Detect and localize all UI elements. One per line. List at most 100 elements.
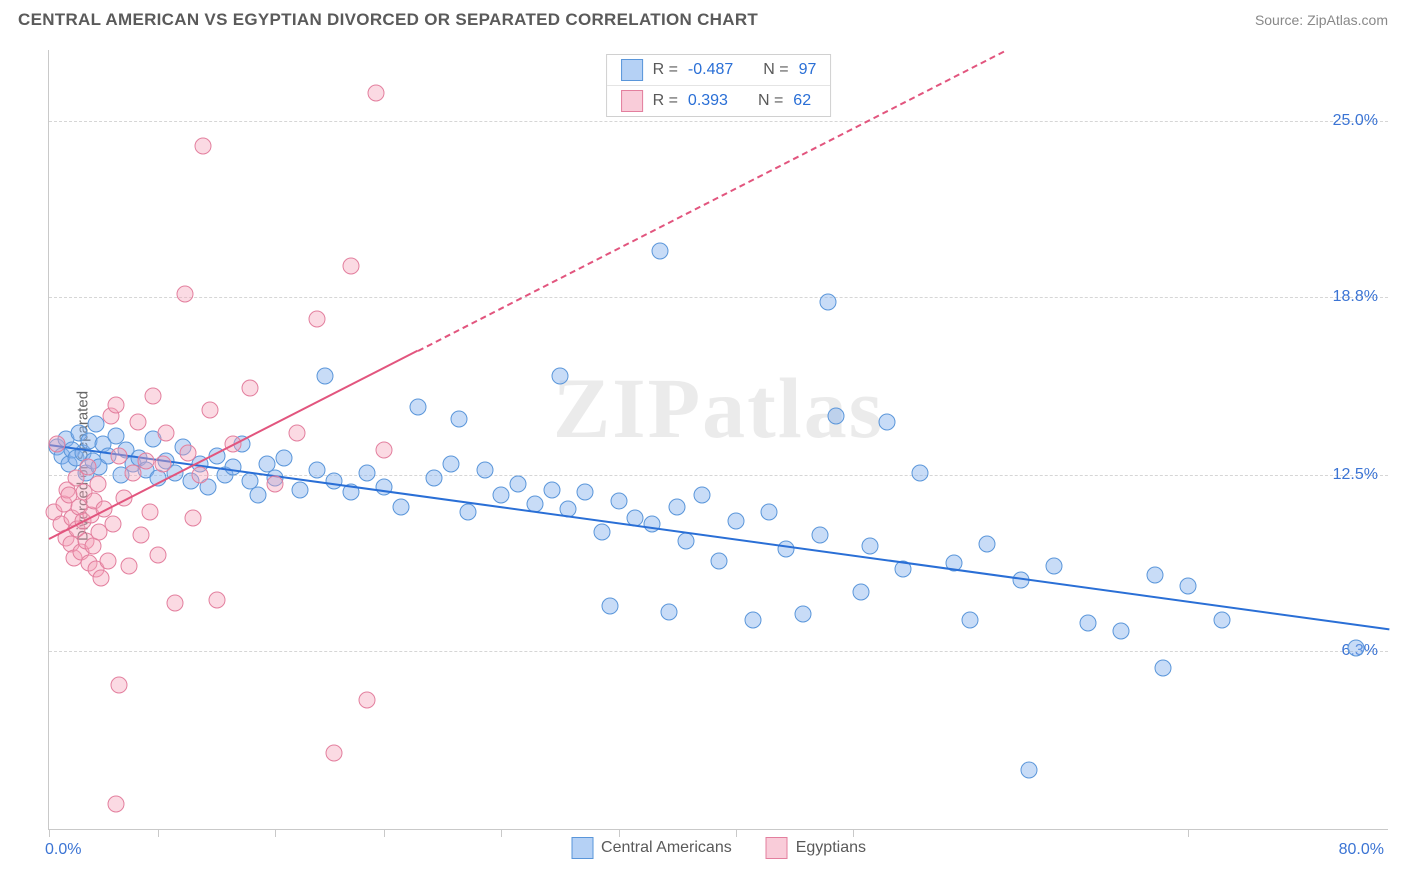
scatter-point [1154, 660, 1171, 677]
scatter-point [191, 467, 208, 484]
scatter-point [108, 396, 125, 413]
scatter-point [99, 552, 116, 569]
r-label: R = [653, 92, 678, 110]
scatter-point [111, 677, 128, 694]
trend-line [49, 444, 1389, 630]
scatter-point [138, 453, 155, 470]
chart-header: CENTRAL AMERICAN VS EGYPTIAN DIVORCED OR… [0, 0, 1406, 36]
y-tick-label: 12.5% [1333, 466, 1378, 484]
scatter-point [250, 487, 267, 504]
scatter-point [108, 796, 125, 813]
scatter-point [309, 461, 326, 478]
x-tick [384, 829, 385, 837]
scatter-point [912, 464, 929, 481]
scatter-point [144, 388, 161, 405]
scatter-point [551, 368, 568, 385]
scatter-point [510, 475, 527, 492]
legend-row-blue: R = -0.487 N = 97 [607, 55, 831, 86]
scatter-point [359, 464, 376, 481]
x-tick [1188, 829, 1189, 837]
plot-area: ZIPatlas R = -0.487 N = 97 R = 0.393 N =… [48, 50, 1388, 830]
scatter-point [208, 592, 225, 609]
scatter-point [593, 524, 610, 541]
scatter-point [677, 532, 694, 549]
scatter-point [577, 484, 594, 501]
scatter-point [853, 583, 870, 600]
scatter-point [180, 444, 197, 461]
scatter-point [275, 450, 292, 467]
scatter-point [979, 535, 996, 552]
scatter-point [443, 456, 460, 473]
scatter-point [49, 436, 66, 453]
n-label: N = [758, 92, 783, 110]
scatter-point [129, 413, 146, 430]
chart-container: Divorced or Separated ZIPatlas R = -0.48… [0, 40, 1406, 892]
legend-item-blue: Central Americans [571, 837, 732, 859]
scatter-point [158, 424, 175, 441]
scatter-point [376, 441, 393, 458]
n-value-blue: 97 [799, 61, 817, 79]
scatter-point [87, 416, 104, 433]
scatter-point [154, 456, 171, 473]
scatter-point [309, 311, 326, 328]
scatter-point [166, 595, 183, 612]
legend-item-pink: Egyptians [766, 837, 866, 859]
x-tick [736, 829, 737, 837]
x-tick [501, 829, 502, 837]
r-label: R = [653, 61, 678, 79]
scatter-point [1347, 640, 1364, 657]
scatter-point [292, 481, 309, 498]
scatter-point [392, 498, 409, 515]
scatter-point [267, 475, 284, 492]
scatter-point [861, 538, 878, 555]
r-value-pink: 0.393 [688, 92, 728, 110]
scatter-point [669, 498, 686, 515]
scatter-point [111, 447, 128, 464]
scatter-point [602, 597, 619, 614]
x-tick [275, 829, 276, 837]
swatch-blue-icon [571, 837, 593, 859]
scatter-point [459, 504, 476, 521]
swatch-blue-icon [621, 59, 643, 81]
legend-series: Central Americans Egyptians [571, 837, 866, 859]
scatter-point [149, 546, 166, 563]
swatch-pink-icon [766, 837, 788, 859]
scatter-point [288, 424, 305, 441]
scatter-point [89, 475, 106, 492]
scatter-point [652, 243, 669, 260]
scatter-point [242, 379, 259, 396]
gridline [49, 121, 1388, 122]
scatter-point [493, 487, 510, 504]
legend-row-pink: R = 0.393 N = 62 [607, 86, 831, 116]
x-tick [853, 829, 854, 837]
legend-correlation-box: R = -0.487 N = 97 R = 0.393 N = 62 [606, 54, 832, 117]
x-min-label: 0.0% [45, 841, 81, 859]
scatter-point [225, 458, 242, 475]
scatter-point [878, 413, 895, 430]
scatter-point [694, 487, 711, 504]
scatter-point [426, 470, 443, 487]
scatter-point [819, 294, 836, 311]
x-tick [158, 829, 159, 837]
scatter-point [1020, 762, 1037, 779]
scatter-point [660, 603, 677, 620]
scatter-point [359, 691, 376, 708]
scatter-point [185, 510, 202, 527]
scatter-point [543, 481, 560, 498]
scatter-point [201, 402, 218, 419]
scatter-point [476, 461, 493, 478]
x-tick [49, 829, 50, 837]
scatter-point [1113, 623, 1130, 640]
scatter-point [711, 552, 728, 569]
scatter-point [195, 138, 212, 155]
scatter-point [176, 285, 193, 302]
scatter-point [761, 504, 778, 521]
scatter-point [141, 504, 158, 521]
gridline [49, 297, 1388, 298]
scatter-point [828, 407, 845, 424]
r-value-blue: -0.487 [688, 61, 733, 79]
x-tick [619, 829, 620, 837]
scatter-point [342, 257, 359, 274]
y-tick-label: 25.0% [1333, 112, 1378, 130]
scatter-point [367, 84, 384, 101]
